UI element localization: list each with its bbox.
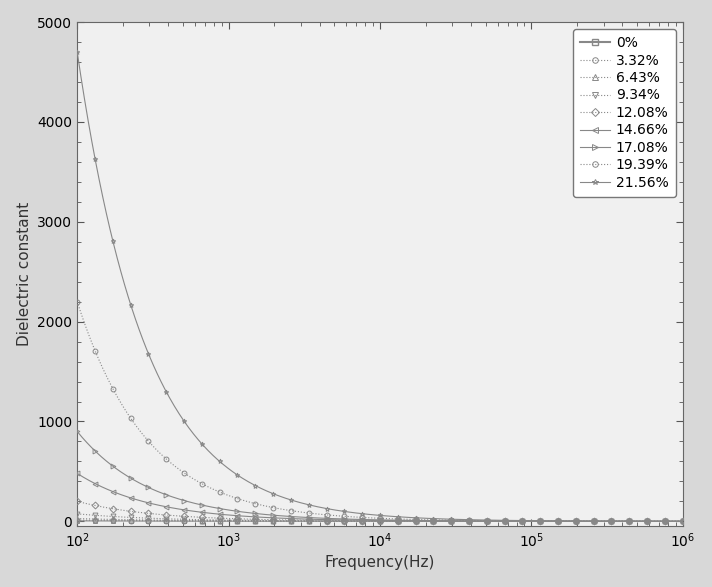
X-axis label: Frequency(Hz): Frequency(Hz) (325, 555, 435, 571)
Legend: 0%, 3.32%, 6.43%, 9.34%, 12.08%, 14.66%, 17.08%, 19.39%, 21.56%: 0%, 3.32%, 6.43%, 9.34%, 12.08%, 14.66%,… (573, 29, 676, 197)
Y-axis label: Dielectric constant: Dielectric constant (16, 202, 31, 346)
